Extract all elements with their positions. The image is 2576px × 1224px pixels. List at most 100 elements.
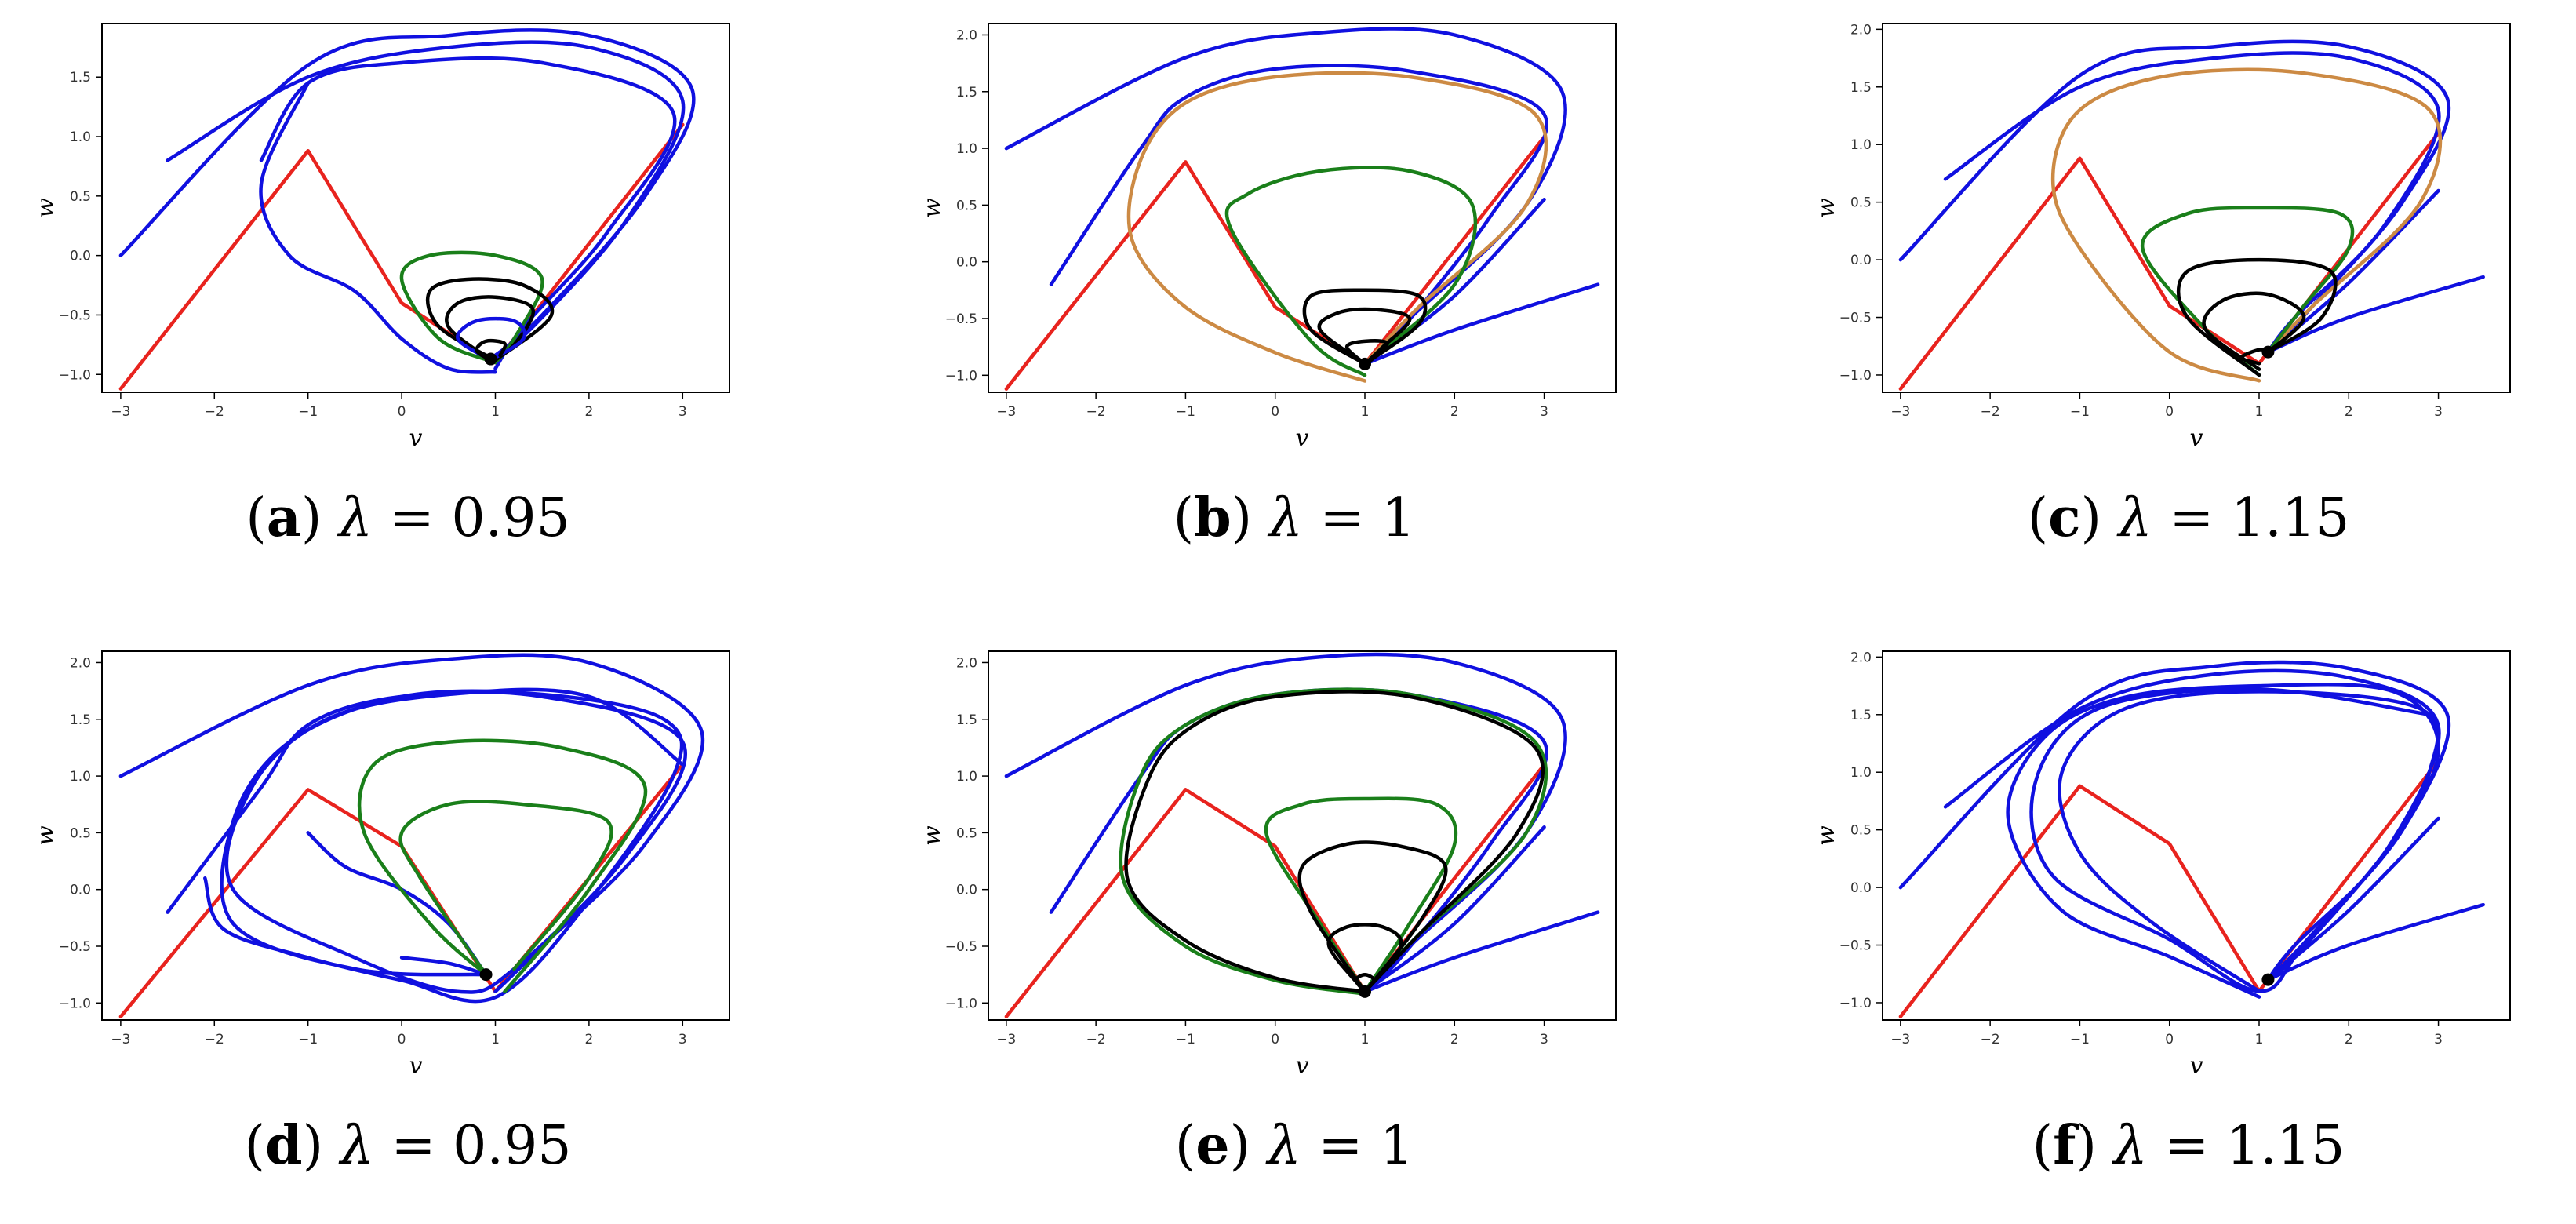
- lambda-value: 0.95: [451, 487, 570, 549]
- green-trajectory-7: [1264, 796, 1458, 994]
- equilibrium-point: [484, 352, 497, 366]
- lambda-symbol: λ: [340, 1115, 374, 1177]
- caption-tag: c: [2048, 486, 2081, 549]
- lambda-value: 1: [1381, 487, 1416, 549]
- green-trajectory-6: [2141, 206, 2355, 377]
- y-axis-label: w: [926, 825, 946, 846]
- y-tick-label: 0.0: [956, 255, 977, 271]
- x-tick-label: 0: [398, 1032, 406, 1047]
- equals-sign: =: [1319, 487, 1365, 549]
- x-tick-label: −3: [1890, 1032, 1910, 1047]
- x-tick-label: 3: [1540, 1032, 1548, 1047]
- x-tick-label: 2: [584, 1032, 593, 1047]
- y-tick-label: −1.0: [945, 996, 977, 1011]
- x-tick-label: 0: [2165, 404, 2174, 420]
- y-tick-label: −1.0: [1839, 996, 1872, 1011]
- x-tick-label: 3: [679, 404, 687, 420]
- y-tick-label: 1.5: [70, 712, 91, 728]
- y-tick-label: −1.0: [59, 996, 91, 1011]
- green-trajectory-5: [399, 250, 544, 365]
- y-tick-label: 1.0: [70, 129, 91, 145]
- x-tick-label: 0: [1271, 1032, 1279, 1047]
- y-axis-label: w: [926, 198, 946, 218]
- caption-c: (c) λ = 1.15: [2027, 486, 2350, 549]
- caption-e: (e) λ = 1: [1174, 1114, 1414, 1177]
- y-tick-label: 0.5: [70, 825, 91, 841]
- equilibrium-point: [1359, 357, 1371, 370]
- y-tick-label: 2.0: [1850, 650, 1872, 665]
- lambda-value: 1: [1380, 1115, 1414, 1177]
- axes-frame: [101, 650, 730, 1021]
- x-axis-label: v: [2190, 1052, 2203, 1080]
- axes-frame: [1882, 650, 2511, 1021]
- lambda-value: 0.95: [453, 1115, 572, 1177]
- x-axis-label: v: [409, 424, 423, 452]
- black-trajectory-6: [1124, 690, 1545, 994]
- x-tick-label: −3: [111, 404, 130, 420]
- x-tick-label: −1: [298, 404, 318, 420]
- equals-sign: =: [391, 1115, 436, 1177]
- y-tick-label: 0.5: [956, 825, 977, 841]
- green-trajectory-7: [398, 800, 613, 977]
- blue-trajectory-2: [1049, 687, 1548, 994]
- x-tick-label: 2: [1450, 404, 1459, 420]
- black-trajectory-9: [475, 338, 508, 362]
- panel-a: −3 −2 −1 0 1 2 3 −1.0 −0.5 0.0 0.5 1.0 1.5 v w (a) λ =…: [39, 0, 777, 596]
- lambda-symbol: λ: [1268, 487, 1303, 549]
- equilibrium-point: [2261, 973, 2275, 986]
- axes-frame: [101, 23, 730, 393]
- y-axis-label: w: [1820, 825, 1840, 846]
- y-tick-label: −1.0: [945, 368, 977, 384]
- y-tick-label: 1.0: [70, 769, 91, 785]
- axes-frame: [1882, 23, 2511, 393]
- y-tick-label: 0.5: [1850, 195, 1872, 211]
- y-tick-label: −0.5: [1839, 938, 1872, 954]
- x-tick-label: 2: [2345, 404, 2353, 420]
- caption-d: (d) λ = 0.95: [244, 1114, 572, 1177]
- caption-tag: d: [265, 1114, 303, 1177]
- blue-trajectory-1: [1004, 652, 1567, 994]
- black-trajectory-9: [1326, 923, 1403, 994]
- blue-trajectory-3: [2266, 902, 2485, 982]
- equals-sign: =: [1318, 1115, 1363, 1177]
- blue-trajectory-2: [1943, 51, 2441, 354]
- axes-frame: [988, 23, 1617, 393]
- blue-trajectory-6: [2058, 690, 2440, 993]
- equals-sign: =: [2164, 1115, 2210, 1177]
- plot-f: −3 −2 −1 0 1 2 3 −1.0 −0.5 0.0 0.5 1.0 1.5 2.0 v w: [1820, 650, 2511, 1080]
- y-tick-label: 1.0: [956, 141, 977, 157]
- x-tick-label: −3: [996, 1032, 1016, 1047]
- y-tick-label: 1.0: [1850, 765, 1872, 781]
- blue-trajectory-4: [1363, 825, 1546, 994]
- x-tick-label: 2: [2345, 1032, 2353, 1047]
- green-trajectory-6: [1224, 166, 1478, 377]
- y-tick-label: 2.0: [956, 27, 977, 43]
- x-tick-label: 3: [1540, 404, 1548, 420]
- x-tick-label: −1: [2070, 1032, 2090, 1047]
- axes-frame: [988, 650, 1617, 1021]
- y-tick-label: −0.5: [945, 311, 977, 327]
- panel-b: −3 −2 −1 0 1 2 3 −1.0 −0.5 0.0 0.5 1.0 1.5 2.0 v w (b) …: [926, 0, 1663, 596]
- caption-tag: f: [2053, 1114, 2076, 1177]
- series-group: [1898, 660, 2485, 1018]
- black-trajectory-8: [1317, 307, 1412, 366]
- y-tick-label: −1.0: [1839, 368, 1872, 384]
- black-trajectory-8: [2202, 291, 2306, 371]
- y-tick-label: −0.5: [945, 939, 977, 955]
- black-trajectory-10: [1354, 972, 1376, 994]
- y-tick-label: 1.5: [956, 712, 977, 728]
- caption-tag: e: [1195, 1114, 1230, 1177]
- y-tick-label: 0.5: [70, 189, 91, 205]
- x-tick-label: −1: [1176, 404, 1195, 420]
- nullcline-line-0: [118, 122, 685, 391]
- x-tick-label: −2: [1981, 1032, 2000, 1047]
- blue-trajectory-3: [203, 689, 684, 1004]
- nullcline-line-0: [1004, 135, 1546, 391]
- y-tick-label: 0.0: [1850, 880, 1872, 896]
- x-tick-label: −2: [1086, 1032, 1106, 1047]
- y-tick-label: 1.0: [1850, 137, 1872, 153]
- series-group: [1004, 652, 1600, 1018]
- panel-f: −3 −2 −1 0 1 2 3 −1.0 −0.5 0.0 0.5 1.0 1.5 2.0 v w (f) …: [1820, 628, 2557, 1224]
- black-trajectory-6: [426, 277, 555, 362]
- plot-e: −3 −2 −1 0 1 2 3 −1.0 −0.5 0.0 0.5 1.0 1.5 2.0 v w: [926, 650, 1617, 1080]
